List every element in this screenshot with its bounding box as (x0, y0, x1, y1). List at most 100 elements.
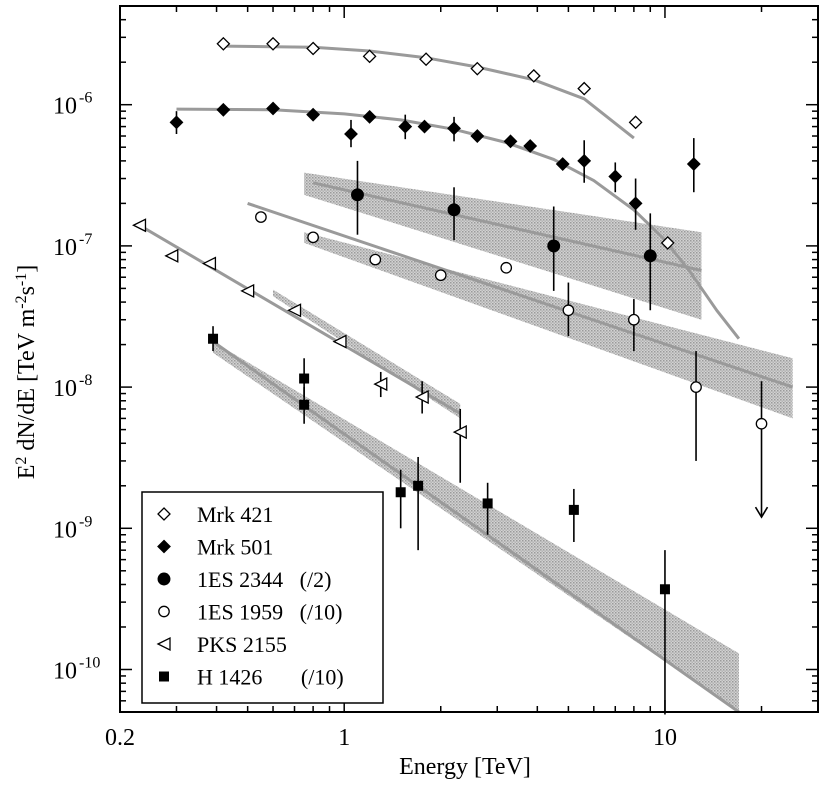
legend-marker-pks-2155 (156, 636, 171, 652)
pks-2155-point (287, 303, 302, 318)
pks-2155-point (373, 377, 388, 392)
1es-1959-upper-limit-arrow (754, 506, 769, 519)
mrk-501-point (169, 115, 184, 130)
x-tick-label: 0.2 (105, 725, 135, 751)
legend-label: Mrk 421 (197, 502, 273, 527)
mrk-501-point (577, 153, 592, 168)
pks-2155-point (240, 283, 255, 298)
mrk-421-point (577, 81, 592, 96)
y-tick-exponent: -9 (79, 513, 92, 530)
mrk-421-point (660, 235, 675, 250)
legend-marker-mrk-421 (157, 507, 171, 521)
mrk-501-point (608, 169, 623, 184)
h-1426-point (482, 498, 493, 509)
legend-label: Mrk 501 (197, 535, 273, 560)
y-label-sup: 2 (13, 457, 30, 465)
1es-2344-point (643, 249, 657, 263)
legend-marker-mrk-501 (157, 539, 171, 554)
h-1426-point (395, 487, 406, 498)
mrk-421-point (266, 36, 280, 51)
legend-label: H 1426 (/10) (197, 665, 344, 690)
mrk-501-point (306, 107, 321, 122)
y-label-base: E (14, 465, 40, 480)
1es-2344-point (447, 203, 461, 217)
legend: Mrk 421 Mrk 501 1ES 2344 (/2) 1ES 1959 (/10… (141, 491, 384, 704)
mrk-501-point (216, 102, 231, 117)
1es-1959-point (690, 381, 702, 393)
y-tick-exponent: -7 (79, 231, 92, 248)
mrk-501-point (628, 196, 643, 211)
1es-2344-band (304, 172, 702, 320)
1es-1959-band (304, 232, 793, 419)
legend-label: PKS 2155 (197, 632, 287, 657)
y-tick-exponent: -8 (79, 372, 92, 389)
legend-marker-1es-2344-2 (157, 572, 171, 586)
y-label-sup: -2 (13, 295, 30, 308)
pks-2155-point (452, 425, 467, 440)
1es-2344-point (547, 239, 561, 253)
data-markers (132, 36, 768, 595)
pks-2155-fit-line (138, 224, 461, 415)
y-label-s: s (14, 286, 40, 295)
mrk-501-point (362, 109, 377, 124)
mrk-501-point (417, 119, 432, 134)
mrk-501-point (555, 157, 570, 171)
y-tick-label: 10 (53, 376, 77, 402)
mrk-501-point (344, 127, 358, 141)
mrk-421-point (216, 36, 231, 51)
h-1426-point (659, 584, 670, 595)
mrk-501-point (266, 101, 280, 116)
axis-ticks (119, 5, 819, 713)
pks-2155-point (132, 218, 147, 233)
1es-1959-point (628, 313, 640, 326)
1es-2344-fit-line (312, 181, 702, 272)
legend-marker-1es-1959-10 (158, 605, 170, 618)
1es-1959-point (755, 417, 768, 430)
h-1426-point (208, 333, 219, 344)
mrk-421-point (419, 52, 434, 67)
mrk-421-point (526, 68, 541, 83)
h-1426-point (568, 504, 579, 515)
y-label-end: ] (14, 265, 40, 273)
y-tick-label: 10 (53, 517, 77, 543)
1es-1959-point (307, 231, 319, 244)
mrk-501-point (523, 139, 538, 153)
legend-box (141, 491, 384, 704)
legend-label: 1ES 1959 (/10) (197, 600, 342, 625)
plot-frame (119, 5, 819, 713)
h-1426-point (299, 399, 310, 410)
y-tick-exponent: -6 (79, 90, 92, 107)
pks-2155-point (201, 256, 217, 271)
mrk-421-fit-line (223, 44, 635, 140)
1es-1959-point (434, 269, 447, 282)
1es-1959-point (500, 261, 513, 274)
x-axis-label: Energy [TeV] (399, 754, 531, 780)
pks-2155-point (414, 390, 429, 405)
mrk-501-point (470, 129, 485, 143)
1es-1959-point (562, 304, 575, 317)
1es-1959-point (255, 211, 267, 223)
y-label-sup: -1 (13, 273, 30, 286)
mrk-501-point (398, 119, 413, 134)
pks-2155-point (332, 334, 347, 349)
mrk-501-point (503, 134, 518, 149)
legend-label: 1ES 2344 (/2) (197, 567, 331, 592)
y-tick-label: 10 (53, 658, 77, 684)
legend-marker-h-1426-10 (159, 671, 169, 682)
1es-1959-point (369, 253, 382, 266)
pks-2155-point (164, 248, 179, 263)
x-tick-label: 1 (338, 725, 350, 751)
y-tick-label: 10 (53, 94, 77, 120)
y-label-mid: dN/dE [TeV m (14, 308, 40, 456)
mrk-421-point (306, 41, 321, 56)
1es-1959-fit-line (247, 201, 794, 389)
mrk-421-point (470, 61, 485, 76)
mrk-421-point (628, 115, 643, 130)
y-tick-exponent: -10 (79, 654, 100, 671)
h-1426-point (413, 480, 424, 491)
mrk-501-point (686, 157, 701, 171)
mrk-421-point (362, 49, 377, 64)
h-1426-point (299, 373, 310, 384)
